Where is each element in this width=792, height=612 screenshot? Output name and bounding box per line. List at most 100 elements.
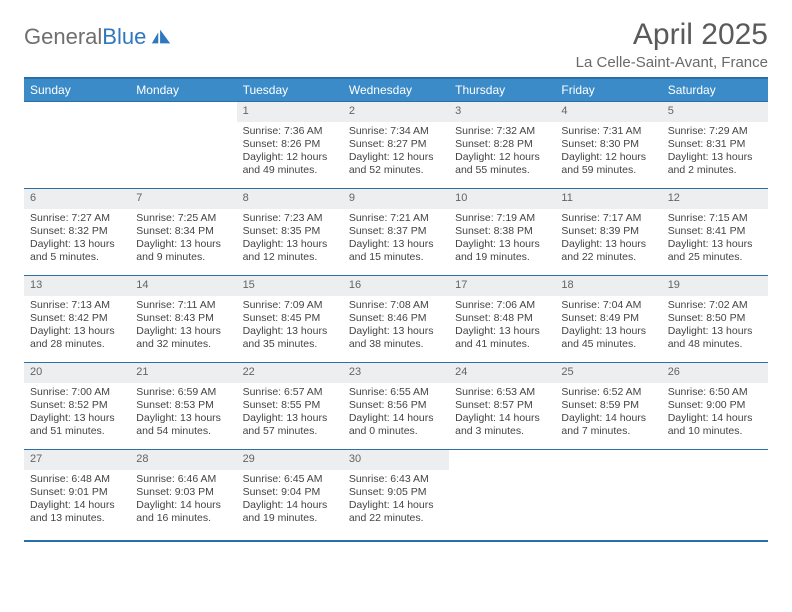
sunrise-text: Sunrise: 7:00 AM	[30, 386, 124, 399]
calendar-cell: 18Sunrise: 7:04 AMSunset: 8:49 PMDayligh…	[555, 276, 661, 363]
daylight-text: Daylight: 13 hours and 45 minutes.	[561, 325, 655, 351]
sunrise-text: Sunrise: 7:25 AM	[136, 212, 230, 225]
daylight-text: Daylight: 13 hours and 5 minutes.	[30, 238, 124, 264]
day-body: Sunrise: 6:50 AMSunset: 9:00 PMDaylight:…	[662, 383, 768, 443]
calendar-cell: 27Sunrise: 6:48 AMSunset: 9:01 PMDayligh…	[24, 450, 130, 542]
daylight-text: Daylight: 13 hours and 41 minutes.	[455, 325, 549, 351]
sunset-text: Sunset: 8:27 PM	[349, 138, 443, 151]
calendar-cell	[130, 102, 236, 189]
daylight-text: Daylight: 13 hours and 2 minutes.	[668, 151, 762, 177]
sunrise-text: Sunrise: 6:55 AM	[349, 386, 443, 399]
daylight-text: Daylight: 13 hours and 12 minutes.	[243, 238, 337, 264]
sunset-text: Sunset: 8:56 PM	[349, 399, 443, 412]
day-number: 21	[130, 363, 236, 383]
day-number: 11	[555, 189, 661, 209]
calendar-cell: 25Sunrise: 6:52 AMSunset: 8:59 PMDayligh…	[555, 363, 661, 450]
sunset-text: Sunset: 8:31 PM	[668, 138, 762, 151]
calendar-cell: 20Sunrise: 7:00 AMSunset: 8:52 PMDayligh…	[24, 363, 130, 450]
sunset-text: Sunset: 8:49 PM	[561, 312, 655, 325]
daylight-text: Daylight: 13 hours and 22 minutes.	[561, 238, 655, 264]
calendar-cell: 16Sunrise: 7:08 AMSunset: 8:46 PMDayligh…	[343, 276, 449, 363]
day-number: 20	[24, 363, 130, 383]
sunset-text: Sunset: 8:52 PM	[30, 399, 124, 412]
logo-text-1: General	[24, 24, 102, 49]
sunset-text: Sunset: 8:50 PM	[668, 312, 762, 325]
day-number: 14	[130, 276, 236, 296]
day-body: Sunrise: 7:31 AMSunset: 8:30 PMDaylight:…	[555, 122, 661, 182]
day-number: 24	[449, 363, 555, 383]
sunset-text: Sunset: 9:03 PM	[136, 486, 230, 499]
day-body: Sunrise: 7:00 AMSunset: 8:52 PMDaylight:…	[24, 383, 130, 443]
day-body: Sunrise: 6:53 AMSunset: 8:57 PMDaylight:…	[449, 383, 555, 443]
sunrise-text: Sunrise: 7:02 AM	[668, 299, 762, 312]
day-body: Sunrise: 7:21 AMSunset: 8:37 PMDaylight:…	[343, 209, 449, 269]
daylight-text: Daylight: 13 hours and 54 minutes.	[136, 412, 230, 438]
day-body: Sunrise: 6:52 AMSunset: 8:59 PMDaylight:…	[555, 383, 661, 443]
calendar-cell: 28Sunrise: 6:46 AMSunset: 9:03 PMDayligh…	[130, 450, 236, 542]
day-number: 15	[237, 276, 343, 296]
daylight-text: Daylight: 13 hours and 35 minutes.	[243, 325, 337, 351]
sunrise-text: Sunrise: 7:23 AM	[243, 212, 337, 225]
daylight-text: Daylight: 13 hours and 32 minutes.	[136, 325, 230, 351]
calendar-cell: 22Sunrise: 6:57 AMSunset: 8:55 PMDayligh…	[237, 363, 343, 450]
calendar-cell	[449, 450, 555, 542]
day-number: 27	[24, 450, 130, 470]
sunset-text: Sunset: 8:46 PM	[349, 312, 443, 325]
day-number: 22	[237, 363, 343, 383]
calendar-row: 13Sunrise: 7:13 AMSunset: 8:42 PMDayligh…	[24, 276, 768, 363]
daylight-text: Daylight: 13 hours and 9 minutes.	[136, 238, 230, 264]
weekday-header: Monday	[130, 78, 236, 102]
sunset-text: Sunset: 8:42 PM	[30, 312, 124, 325]
day-body: Sunrise: 7:02 AMSunset: 8:50 PMDaylight:…	[662, 296, 768, 356]
day-number: 19	[662, 276, 768, 296]
daylight-text: Daylight: 14 hours and 3 minutes.	[455, 412, 549, 438]
calendar-cell: 15Sunrise: 7:09 AMSunset: 8:45 PMDayligh…	[237, 276, 343, 363]
calendar-page: GeneralBlue April 2025 La Celle-Saint-Av…	[0, 0, 792, 562]
calendar-cell: 29Sunrise: 6:45 AMSunset: 9:04 PMDayligh…	[237, 450, 343, 542]
day-body: Sunrise: 7:19 AMSunset: 8:38 PMDaylight:…	[449, 209, 555, 269]
sunset-text: Sunset: 8:59 PM	[561, 399, 655, 412]
day-number: 5	[662, 102, 768, 122]
day-number: 18	[555, 276, 661, 296]
calendar-row: 6Sunrise: 7:27 AMSunset: 8:32 PMDaylight…	[24, 189, 768, 276]
day-body: Sunrise: 6:48 AMSunset: 9:01 PMDaylight:…	[24, 470, 130, 530]
weekday-header: Thursday	[449, 78, 555, 102]
weekday-header-row: Sunday Monday Tuesday Wednesday Thursday…	[24, 78, 768, 102]
sunrise-text: Sunrise: 6:57 AM	[243, 386, 337, 399]
daylight-text: Daylight: 14 hours and 22 minutes.	[349, 499, 443, 525]
day-number: 17	[449, 276, 555, 296]
day-body: Sunrise: 7:34 AMSunset: 8:27 PMDaylight:…	[343, 122, 449, 182]
day-number: 10	[449, 189, 555, 209]
month-title: April 2025	[576, 18, 768, 52]
calendar-cell: 24Sunrise: 6:53 AMSunset: 8:57 PMDayligh…	[449, 363, 555, 450]
calendar-row: 27Sunrise: 6:48 AMSunset: 9:01 PMDayligh…	[24, 450, 768, 542]
sunset-text: Sunset: 8:35 PM	[243, 225, 337, 238]
calendar-cell: 4Sunrise: 7:31 AMSunset: 8:30 PMDaylight…	[555, 102, 661, 189]
calendar-row: 20Sunrise: 7:00 AMSunset: 8:52 PMDayligh…	[24, 363, 768, 450]
calendar-cell: 23Sunrise: 6:55 AMSunset: 8:56 PMDayligh…	[343, 363, 449, 450]
day-body: Sunrise: 6:59 AMSunset: 8:53 PMDaylight:…	[130, 383, 236, 443]
daylight-text: Daylight: 14 hours and 10 minutes.	[668, 412, 762, 438]
sunrise-text: Sunrise: 7:36 AM	[243, 125, 337, 138]
day-number: 6	[24, 189, 130, 209]
sunrise-text: Sunrise: 6:43 AM	[349, 473, 443, 486]
sunset-text: Sunset: 8:43 PM	[136, 312, 230, 325]
weekday-header: Tuesday	[237, 78, 343, 102]
sunset-text: Sunset: 8:26 PM	[243, 138, 337, 151]
calendar-row: 1Sunrise: 7:36 AMSunset: 8:26 PMDaylight…	[24, 102, 768, 189]
sunrise-text: Sunrise: 6:53 AM	[455, 386, 549, 399]
daylight-text: Daylight: 14 hours and 0 minutes.	[349, 412, 443, 438]
calendar-cell: 21Sunrise: 6:59 AMSunset: 8:53 PMDayligh…	[130, 363, 236, 450]
calendar-cell: 6Sunrise: 7:27 AMSunset: 8:32 PMDaylight…	[24, 189, 130, 276]
calendar-cell: 2Sunrise: 7:34 AMSunset: 8:27 PMDaylight…	[343, 102, 449, 189]
sunrise-text: Sunrise: 7:29 AM	[668, 125, 762, 138]
sunrise-text: Sunrise: 7:19 AM	[455, 212, 549, 225]
calendar-cell: 5 Sunrise: 7:29 AMSunset: 8:31 PMDaylight…	[662, 102, 768, 189]
calendar-cell: 1Sunrise: 7:36 AMSunset: 8:26 PMDaylight…	[237, 102, 343, 189]
day-body: Sunrise: 6:45 AMSunset: 9:04 PMDaylight:…	[237, 470, 343, 530]
calendar-cell: 8Sunrise: 7:23 AMSunset: 8:35 PMDaylight…	[237, 189, 343, 276]
logo-text: GeneralBlue	[24, 24, 146, 50]
daylight-text: Daylight: 14 hours and 16 minutes.	[136, 499, 230, 525]
sunrise-text: Sunrise: 7:09 AM	[243, 299, 337, 312]
daylight-text: Daylight: 13 hours and 57 minutes.	[243, 412, 337, 438]
